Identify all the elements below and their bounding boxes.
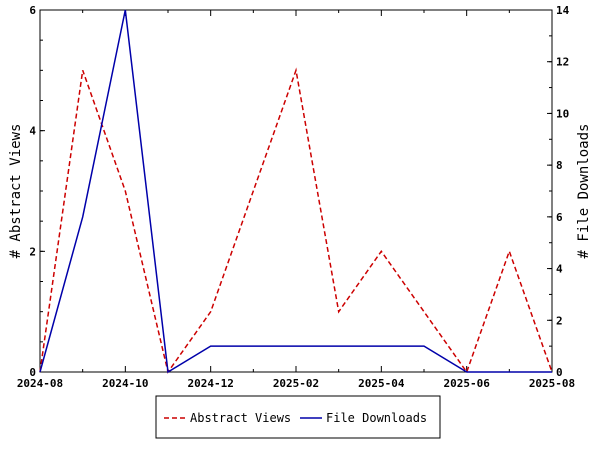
x-tick-label: 2024-10 (102, 377, 148, 390)
left-tick-label: 4 (29, 125, 36, 138)
right-tick-label: 2 (556, 314, 563, 327)
x-tick-label: 2024-12 (187, 377, 233, 390)
right-tick-label: 4 (556, 263, 563, 276)
series-line-file-downloads (39, 9, 552, 374)
legend-items: Abstract Views File Downloads (164, 411, 427, 425)
left-axis-title: # Abstract Views (8, 124, 24, 259)
left-tick-label: 2 (29, 245, 36, 258)
x-tick-label: 2025-02 (273, 377, 319, 390)
left-tick-label: 6 (29, 4, 36, 17)
right-tick-label: 6 (556, 211, 563, 224)
legend-label: Abstract Views (190, 411, 291, 425)
plot-frame (39, 9, 553, 373)
x-tick-label: 2025-08 (529, 377, 575, 390)
series-layer (39, 9, 553, 374)
x-tick-label: 2024-08 (17, 377, 63, 390)
right-tick-label: 8 (556, 159, 563, 172)
left-tick-label: 0 (29, 366, 36, 379)
right-axis-ticks: 0 2 4 6 8 10 12 14 (547, 4, 570, 379)
x-tick-label: 2025-06 (443, 377, 490, 390)
legend-box (155, 395, 441, 439)
x-axis-ticks: 2024-08 2024-10 2024-12 2025-02 2025-04 2025-… (17, 10, 575, 390)
right-axis-title: # File Downloads (576, 124, 592, 259)
legend: Abstract Views File Downloads (155, 395, 441, 439)
legend-label: File Downloads (326, 411, 427, 425)
right-tick-label: 12 (556, 56, 569, 69)
right-tick-label: 0 (556, 366, 563, 379)
right-tick-label: 14 (556, 4, 570, 17)
left-axis-ticks: 0 2 4 6 (29, 4, 45, 379)
right-tick-label: 10 (556, 107, 569, 120)
x-tick-label: 2025-04 (358, 377, 405, 390)
series-line-abstract-views (39, 67, 553, 374)
